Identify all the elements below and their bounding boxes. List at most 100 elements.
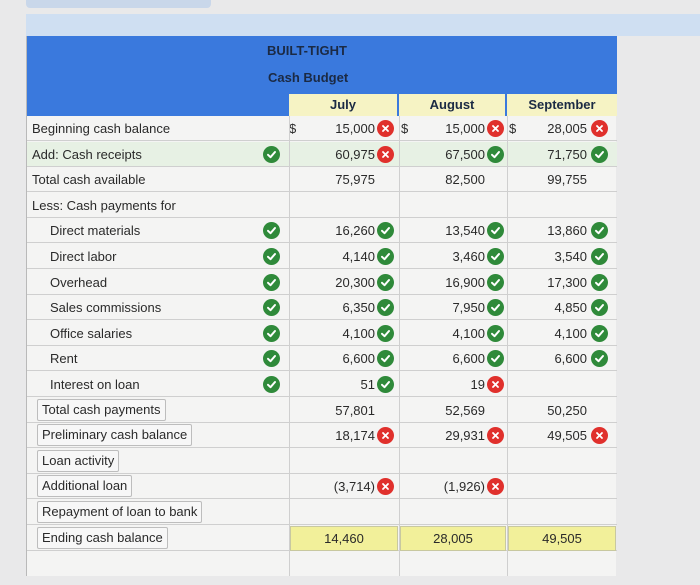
row-label: Overhead [50,274,108,290]
x-icon [377,478,394,496]
cell-value[interactable]: 18,174 [335,428,375,444]
cell-value[interactable]: 60,975 [335,146,375,162]
cell-value[interactable]: 17,300 [547,274,587,290]
check-icon [263,222,280,240]
x-icon [591,120,608,137]
cell-value[interactable] [405,500,485,525]
cell-value[interactable]: 4,100 [342,325,375,341]
row-label: Office salaries [50,325,133,341]
cell-value[interactable]: 71,750 [547,146,587,162]
table-row: Beginning cash balance $15,000 $15,000 $28,… [27,116,617,141]
cell-value[interactable]: (1,926) [443,479,485,495]
check-icon [263,145,280,163]
cell-value[interactable]: 67,500 [445,146,485,162]
cell-value[interactable] [507,193,587,218]
x-icon [487,478,504,496]
table-row: Direct labor 4,140 3,460 3,540 [27,244,617,269]
cell-value[interactable]: 15,000 [445,121,485,136]
ending-balance-highlight [290,525,398,551]
table-row: Total cash available 75,975 82,500 99,755 [27,167,617,193]
cell-value[interactable]: 20,300 [335,274,375,290]
table-row: Preliminary cash balance 18,174 29,931 49,5… [27,423,617,449]
table-row: Office salaries 4,100 4,100 4,100 [27,321,617,346]
cell-value[interactable] [295,500,375,525]
cell-value[interactable]: 14,460 [324,530,364,546]
cell-value[interactable]: 13,860 [547,223,587,239]
column-divider [507,116,508,576]
cell-value[interactable]: 6,600 [452,351,485,367]
cell-value[interactable]: 3,460 [452,249,485,264]
check-icon [487,273,504,291]
month-header-july: July [289,94,397,116]
cell-value[interactable]: 6,350 [342,300,375,316]
cell-value[interactable]: 7,950 [452,300,485,316]
cell-value[interactable] [405,449,485,474]
cell-value[interactable]: 19 [470,377,485,392]
x-icon [487,120,504,137]
check-icon [487,222,504,240]
check-icon [263,324,280,342]
cell-value[interactable]: 57,801 [335,402,375,418]
table-row: Repayment of loan to bank [27,500,617,525]
row-label: Add: Cash receipts [32,146,142,162]
check-icon [487,248,504,265]
cell-value[interactable]: 29,931 [445,428,485,444]
cell-value[interactable] [507,372,587,397]
check-icon [487,299,504,317]
cell-value[interactable]: 50,250 [547,402,587,418]
cell-value[interactable]: 4,850 [554,300,587,316]
cell-value[interactable]: 28,005 [433,530,473,546]
cell-value[interactable] [295,193,375,218]
cell-value[interactable]: 51 [360,377,375,392]
cell-value[interactable] [507,474,587,499]
cell-value[interactable]: 52,569 [445,402,485,418]
x-icon [377,120,394,137]
x-icon [591,427,608,445]
cell-value[interactable]: 16,900 [445,274,485,290]
cell-value[interactable]: 82,500 [445,172,485,188]
cell-value[interactable]: 28,005 [547,121,587,136]
check-icon [487,145,504,163]
currency-symbol: $ [289,121,297,136]
cell-value[interactable] [507,500,587,525]
cell-value[interactable]: 15,000 [335,121,375,136]
cell-value[interactable]: 6,600 [342,351,375,367]
row-label: Beginning cash balance [32,121,171,136]
column-divider [399,116,400,576]
cell-value[interactable] [405,193,485,218]
x-icon [487,427,504,445]
month-header-august: August [399,94,505,116]
x-icon [377,145,394,163]
cell-value[interactable]: 13,540 [445,223,485,239]
cell-value[interactable]: 4,100 [554,325,587,341]
row-label: Loan activity [37,449,120,472]
table-row: Ending cash balance 14,460 28,005 49,505 [27,525,617,551]
cell-value[interactable]: 75,975 [335,172,375,188]
row-label: Preliminary cash balance [37,424,193,447]
cell-value[interactable]: (3,714) [333,479,375,495]
check-icon [263,248,280,265]
cell-value[interactable]: 49,505 [547,428,587,444]
cell-value[interactable]: 4,100 [452,325,485,341]
cell-value[interactable]: 16,260 [335,223,375,239]
check-icon [591,299,608,317]
top-tab-strip [26,0,211,8]
check-icon [377,324,394,342]
company-name: BUILT-TIGHT [267,43,347,58]
cell-value[interactable]: 99,755 [547,172,587,188]
check-icon [591,324,608,342]
cell-value[interactable]: 3,540 [554,249,587,264]
row-label: Direct labor [50,249,117,264]
cell-value[interactable] [507,449,587,474]
check-icon [377,273,394,291]
cell-value[interactable]: 4,140 [342,249,375,264]
top-toolbar-bar [26,14,700,36]
ending-balance-highlight [400,525,506,551]
cell-value[interactable]: 6,600 [554,351,587,367]
table-row: Direct materials 16,260 13,540 13,860 [27,218,617,244]
budget-title: Cash Budget [268,70,349,85]
row-label: Total cash payments [37,398,166,421]
row-label: Additional loan [37,475,133,498]
cell-value[interactable]: 49,505 [542,530,582,546]
cell-value[interactable] [295,449,375,474]
